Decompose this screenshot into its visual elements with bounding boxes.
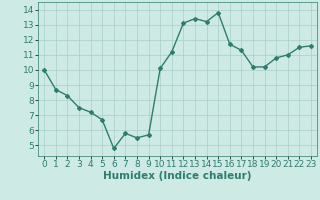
X-axis label: Humidex (Indice chaleur): Humidex (Indice chaleur) <box>103 171 252 181</box>
